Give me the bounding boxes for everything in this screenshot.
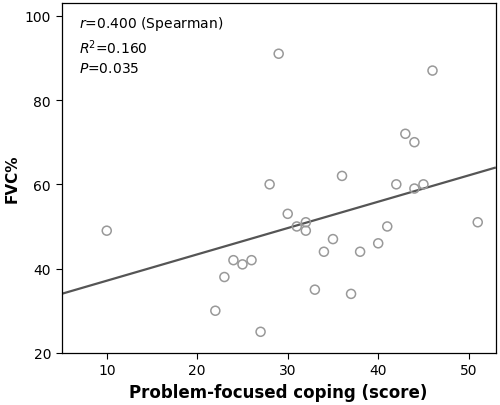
Point: [238, 262, 246, 268]
Point: [392, 181, 400, 188]
Point: [320, 249, 328, 256]
Point: [302, 220, 310, 226]
Point: [274, 51, 282, 58]
Y-axis label: FVC%: FVC%: [4, 154, 19, 203]
Point: [266, 181, 274, 188]
Point: [374, 241, 382, 247]
Point: [410, 140, 418, 146]
Point: [212, 308, 220, 314]
Point: [103, 228, 111, 234]
Point: [420, 181, 428, 188]
Point: [410, 186, 418, 192]
Point: [347, 291, 355, 297]
Point: [220, 274, 228, 281]
Point: [293, 224, 301, 230]
Point: [356, 249, 364, 256]
Point: [384, 224, 392, 230]
Point: [230, 257, 237, 264]
Point: [338, 173, 346, 180]
Point: [302, 228, 310, 234]
X-axis label: Problem-focused coping (score): Problem-focused coping (score): [130, 383, 428, 401]
Point: [428, 68, 436, 75]
Point: [329, 236, 337, 243]
Text: $\it{r}$=0.400 (Spearman)
$\it{R}$$^2$=0.160
$\it{P}$=0.035: $\it{r}$=0.400 (Spearman) $\it{R}$$^2$=0…: [79, 15, 223, 76]
Point: [402, 131, 409, 138]
Point: [474, 220, 482, 226]
Point: [256, 329, 264, 335]
Point: [311, 287, 319, 293]
Point: [284, 211, 292, 217]
Point: [248, 257, 256, 264]
